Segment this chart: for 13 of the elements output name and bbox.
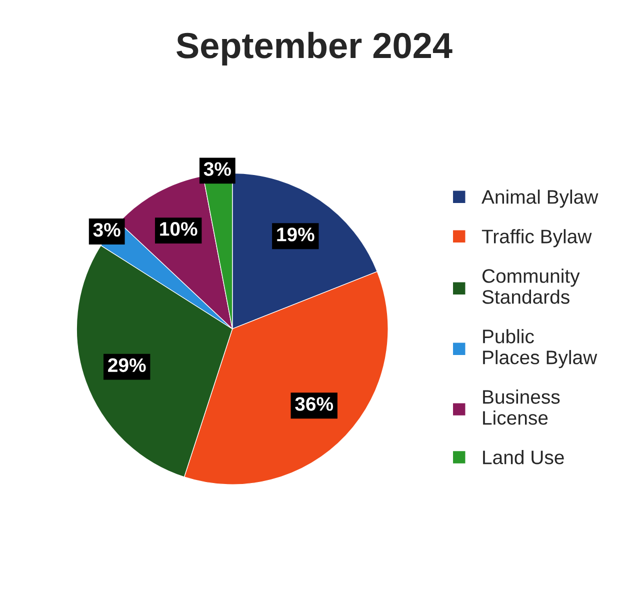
data-label: 36% (295, 397, 334, 411)
data-label: 29% (108, 358, 146, 372)
chart-title: September 2024 (176, 32, 452, 66)
legend-label: Business License (483, 390, 560, 425)
data-label: 3% (93, 222, 120, 237)
data-label: 10% (160, 222, 198, 236)
legend-label: Public Places Bylaw (483, 329, 598, 368)
legend-label: Animal Bylaw (482, 190, 598, 208)
data-label: 3% (204, 162, 231, 176)
data-label: 19% (277, 228, 314, 242)
legend-label: Community Standards (482, 268, 580, 304)
legend-label: Traffic Bylaw (482, 229, 592, 248)
legend-label: Land Use (483, 450, 564, 464)
